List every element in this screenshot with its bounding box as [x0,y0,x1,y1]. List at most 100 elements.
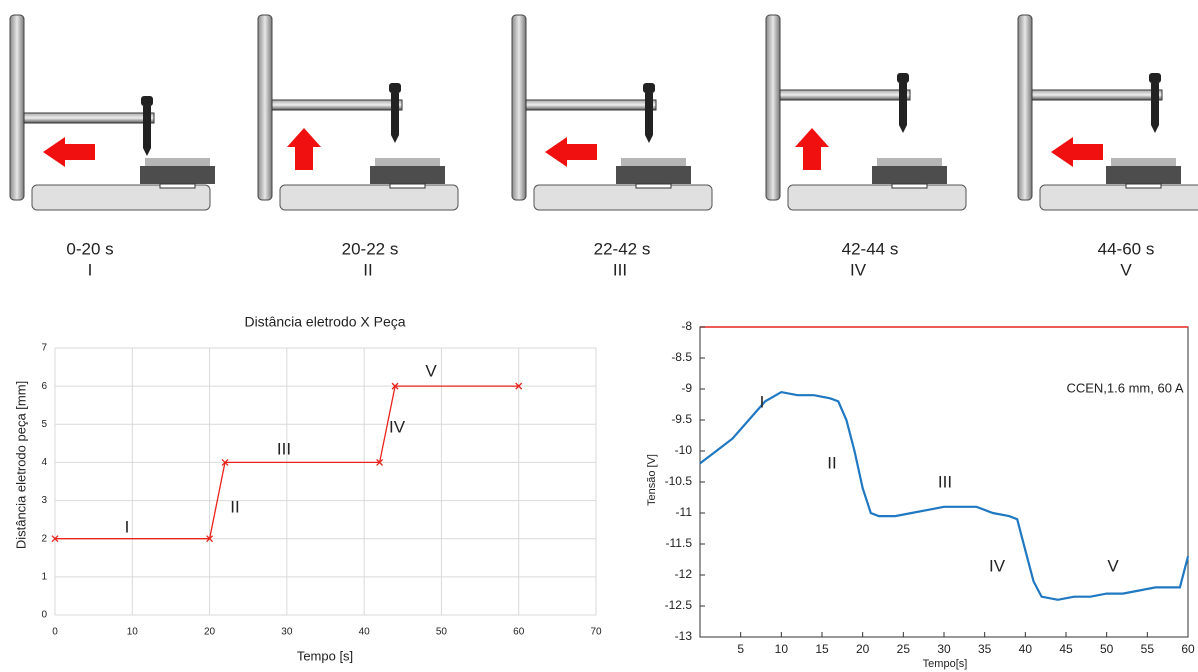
y-tick-label: -12.5 [665,598,693,612]
table-base [1040,185,1198,210]
electrode-tip [645,135,653,143]
x-tick-label: 50 [1100,642,1114,656]
x-tick-label: 5 [737,642,744,656]
electrode-tip [899,125,907,133]
y-tick-label: 2 [41,533,47,544]
arrow-left [43,137,95,167]
y-tick-label: -11.5 [666,536,693,550]
y-tick-label: -8.5 [671,350,692,364]
y-tick-label: -9 [681,381,692,395]
pole [10,15,24,200]
workpiece-foot [160,184,195,188]
stage-diagram: 42-44 s IV [766,15,966,279]
workpiece-top [621,158,686,166]
table-base [280,185,458,210]
electrode-tip [1151,125,1159,133]
workpiece-top [1111,158,1176,166]
x-tick-label: 30 [281,627,293,638]
x-tick-label: 40 [1019,642,1033,656]
y-tick-label: -10.5 [665,474,693,488]
annotation: II [230,497,239,516]
arrow-left [545,137,597,167]
x-tick-label: 20 [856,642,870,656]
x-tick-label: 55 [1141,642,1155,656]
electrode [645,93,653,135]
y-tick-label: -8 [681,319,692,333]
stage-label: I [88,260,93,279]
x-tick-label: 35 [978,642,992,656]
arm [272,100,402,110]
arm [526,100,656,110]
annotation: I [760,392,765,411]
workpiece-top [877,158,942,166]
annotation: IV [989,556,1006,575]
workpiece [1106,166,1181,184]
y-tick-label: 7 [41,343,47,354]
annotation: III [277,439,291,458]
pole [1018,15,1032,200]
y-tick-label: -12 [675,567,693,581]
electrode [899,83,907,125]
y-tick-label: -9.5 [671,412,692,426]
x-tick-label: 30 [937,642,951,656]
stage-time: 44-60 s [1098,239,1155,258]
x-axis-label: Tempo [s] [297,648,353,663]
x-tick-label: 20 [204,627,216,638]
table-base [32,185,210,210]
y-tick-label: -13 [675,629,693,643]
workpiece-top [375,158,440,166]
x-tick-label: 40 [359,627,371,638]
pole [766,15,780,200]
x-tick-label: 60 [513,627,525,638]
y-tick-label: 6 [41,381,47,392]
table-base [534,185,712,210]
workpiece [872,166,947,184]
chart-title: Distância eletrodo X Peça [244,314,405,330]
stage-diagram: 44-60 sV [1018,15,1198,279]
electrode-cap [1149,73,1161,83]
electrode-cap [141,96,153,106]
x-tick-label: 10 [775,642,789,656]
arm [24,113,154,123]
stage-diagram: 20-22 s II [258,15,458,279]
x-tick-label: 25 [897,642,911,656]
x-tick-label: 60 [1181,642,1195,656]
x-tick-label: 15 [815,642,829,656]
annotation: V [425,361,437,380]
y-tick-label: 4 [41,457,47,468]
electrode-tip [391,135,399,143]
workpiece-foot [636,184,671,188]
stage-label: IV [850,260,867,279]
x-tick-label: 70 [590,627,602,638]
arm [1032,90,1162,100]
y-tick-label: 3 [41,495,47,506]
workpiece [616,166,691,184]
electrode-cap [389,83,401,93]
stage-time: 0-20 s [66,239,113,258]
workpiece-foot [1126,184,1161,188]
table-base [788,185,966,210]
x-tick-label: 0 [52,627,58,638]
stage-label: II [363,260,372,279]
pole [512,15,526,200]
stage-time: 42-44 s [842,239,899,258]
stage-diagram: 22-42 s III [512,15,712,279]
figure: 0-20 sI20-22 sII22-42 sIII42-44 sIV44-60… [0,0,1198,672]
y-axis-label: Distância eletrodo peça [mm] [13,381,28,549]
stage-time: 20-22 s [342,239,399,258]
y-tick-label: 1 [41,571,47,582]
y-tick-label: 5 [41,419,47,430]
annotation: CCEN,1.6 mm, 60 A [1066,380,1183,395]
electrode [391,93,399,135]
arrow-up [795,128,829,170]
y-tick-label: -11 [676,505,693,519]
y-tick-label: 0 [41,610,47,621]
arm [780,90,910,100]
stage-label: III [613,260,627,279]
x-tick-label: 45 [1059,642,1073,656]
annotation: II [827,453,836,472]
workpiece-foot [892,184,927,188]
electrode-cap [897,73,909,83]
workpiece [370,166,445,184]
stage-time: 22-42 s [594,239,651,258]
